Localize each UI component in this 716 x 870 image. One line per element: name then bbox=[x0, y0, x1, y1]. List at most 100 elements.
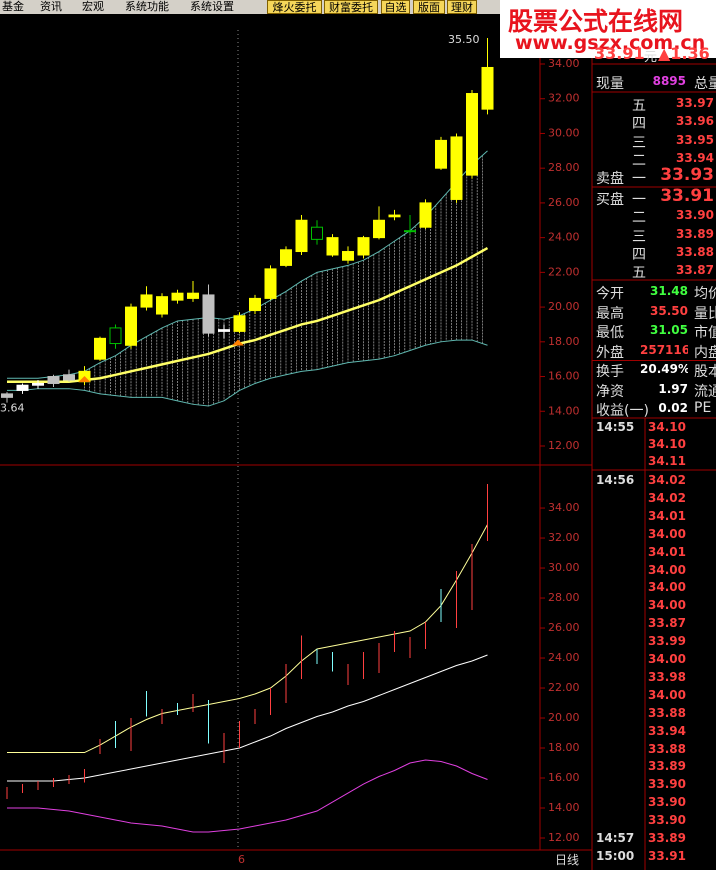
order-price: 33.90 bbox=[676, 208, 714, 223]
order-level: 一 bbox=[632, 192, 646, 208]
toolbar-button[interactable]: 版面 bbox=[413, 0, 445, 14]
indicator-line bbox=[7, 524, 488, 754]
candle-body bbox=[466, 93, 478, 176]
volume-extra: 总量 bbox=[694, 76, 716, 92]
candle-body bbox=[295, 219, 308, 253]
toolbar-button[interactable]: 理财 bbox=[447, 0, 477, 14]
stat-value: 257116 bbox=[640, 342, 688, 357]
y-tick-label: 24.00 bbox=[548, 231, 580, 244]
tick-price: 33.89 bbox=[648, 759, 686, 774]
stat-value: 35.50 bbox=[650, 303, 688, 318]
toolbar-button[interactable]: 财富委托 bbox=[324, 0, 378, 14]
y-tick-label: 26.00 bbox=[548, 621, 580, 634]
order-price: 33.93 bbox=[660, 165, 714, 186]
y-tick-label: 30.00 bbox=[548, 126, 580, 139]
candle-body bbox=[280, 249, 292, 266]
last-price: 33.91 bbox=[594, 44, 645, 63]
candle-body bbox=[233, 315, 246, 332]
tick-price: 33.99 bbox=[648, 634, 686, 649]
stat-value: 31.48 bbox=[650, 284, 688, 298]
order-price: 33.91 bbox=[660, 186, 714, 206]
stat-extra: 流通 bbox=[694, 383, 716, 400]
candle-body bbox=[373, 219, 385, 239]
signal-icon bbox=[232, 339, 244, 346]
y-tick-label: 20.00 bbox=[548, 711, 580, 724]
tick-price: 33.94 bbox=[648, 723, 686, 738]
candle-body bbox=[326, 237, 339, 256]
lower-band bbox=[7, 339, 488, 407]
tick-price: 34.00 bbox=[648, 562, 686, 577]
tick-time: 14:55 bbox=[596, 420, 635, 434]
stat-label: 净资 bbox=[596, 383, 624, 400]
low-annotation: 3.64 bbox=[0, 402, 25, 415]
high-annotation: 35.50 bbox=[448, 33, 480, 46]
upper-band bbox=[7, 150, 488, 379]
y-tick-label: 28.00 bbox=[548, 591, 580, 604]
candle-body bbox=[450, 136, 463, 200]
order-price: 33.97 bbox=[676, 96, 714, 110]
order-price: 33.95 bbox=[676, 132, 714, 147]
tick-price: 33.98 bbox=[648, 669, 686, 684]
order-side: 卖盘 bbox=[596, 171, 624, 188]
menu-item[interactable]: 资讯 bbox=[40, 0, 62, 13]
tick-price: 34.10 bbox=[648, 420, 686, 434]
y-tick-label: 16.00 bbox=[548, 771, 580, 784]
watermark-url: www.gszx.com.cn bbox=[515, 32, 706, 54]
candle-body bbox=[1, 393, 13, 398]
order-level: 五 bbox=[632, 265, 646, 282]
y-tick-label: 26.00 bbox=[548, 196, 580, 209]
y-tick-label: 28.00 bbox=[548, 161, 580, 174]
price-unit: 元 bbox=[644, 50, 658, 65]
stat-label: 收益(一) bbox=[596, 403, 649, 419]
tick-time: 15:00 bbox=[596, 848, 635, 863]
y-tick-label: 20.00 bbox=[548, 300, 580, 313]
menu-item[interactable]: 基金 bbox=[2, 0, 24, 13]
menu-item[interactable]: 系统功能 bbox=[125, 0, 169, 13]
tick-price: 33.90 bbox=[648, 777, 686, 792]
candle-body bbox=[63, 374, 75, 381]
price-change: ▲1.36 bbox=[658, 44, 710, 63]
tick-price: 34.01 bbox=[648, 508, 686, 523]
order-price: 33.94 bbox=[676, 150, 714, 165]
candle-body bbox=[264, 268, 277, 299]
y-tick-label: 14.00 bbox=[548, 404, 580, 417]
menu-item[interactable]: 宏观 bbox=[82, 0, 104, 13]
toolbar-button[interactable]: 自选 bbox=[381, 0, 410, 14]
y-tick-label: 16.00 bbox=[548, 370, 580, 383]
candle-body bbox=[109, 327, 122, 345]
y-tick-label: 18.00 bbox=[548, 741, 580, 754]
order-level: 四 bbox=[632, 116, 646, 133]
indicator-line bbox=[7, 654, 488, 782]
stat-extra: 均价 bbox=[694, 286, 716, 302]
candle-body bbox=[388, 214, 401, 218]
candle-body bbox=[171, 292, 184, 301]
menu-item[interactable]: 系统设置 bbox=[190, 0, 234, 13]
candle-body bbox=[47, 376, 60, 384]
y-tick-label: 34.00 bbox=[548, 57, 580, 70]
order-level: 五 bbox=[632, 98, 646, 114]
tick-price: 34.02 bbox=[648, 473, 686, 487]
candle-body bbox=[125, 306, 137, 346]
y-tick-label: 34.00 bbox=[548, 501, 580, 514]
tick-time: 14:57 bbox=[596, 831, 635, 845]
tick-time: 14:56 bbox=[596, 473, 635, 487]
candle-body bbox=[32, 382, 44, 386]
tick-price: 33.91 bbox=[648, 848, 686, 863]
y-tick-label: 12.00 bbox=[548, 439, 580, 452]
stat-extra: 内盘 bbox=[694, 344, 716, 361]
toolbar-button[interactable]: 烽火委托 bbox=[267, 0, 322, 14]
volume-label: 现量 bbox=[596, 76, 624, 92]
candle-body bbox=[218, 329, 230, 332]
candle-body bbox=[357, 237, 370, 256]
candle-body bbox=[342, 251, 354, 261]
y-tick-label: 24.00 bbox=[548, 651, 580, 664]
volume-value: 8895 bbox=[652, 74, 686, 88]
date-marker: 6 bbox=[238, 853, 245, 866]
order-price: 33.87 bbox=[676, 263, 714, 278]
candle-body bbox=[156, 296, 168, 315]
y-tick-label: 32.00 bbox=[548, 92, 580, 105]
signal-icon bbox=[78, 376, 91, 383]
stat-label: 外盘 bbox=[596, 344, 624, 361]
